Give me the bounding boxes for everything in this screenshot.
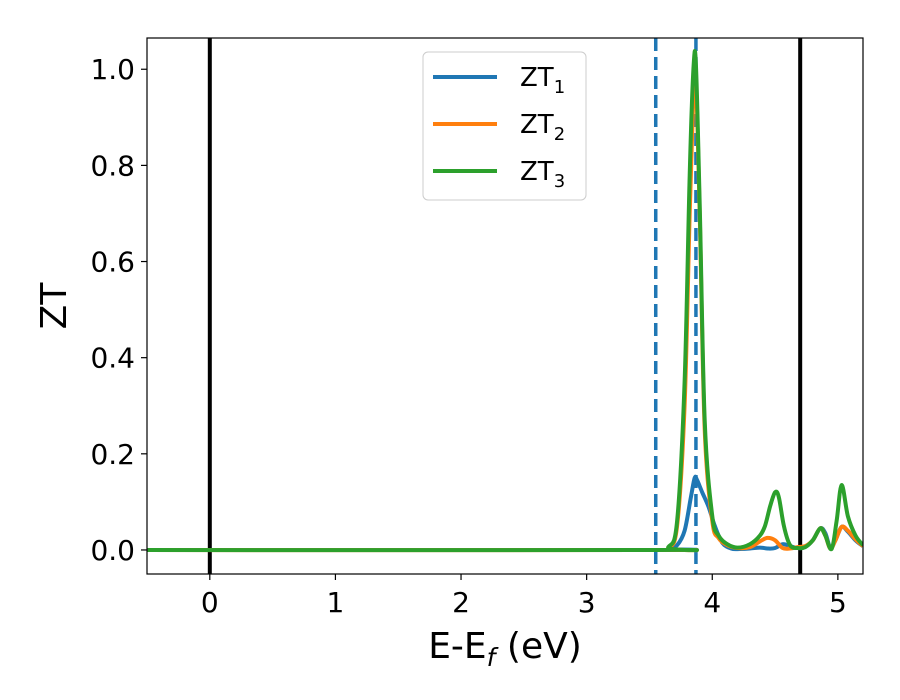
y-tick-label: 0.4 (90, 342, 135, 375)
x-tick-label: 4 (703, 586, 721, 619)
legend-label-3: ZT3 (520, 157, 565, 192)
y-tick-label: 0.8 (90, 149, 135, 182)
legend-label-1: ZT1 (520, 63, 565, 98)
legend-label-2: ZT2 (520, 110, 565, 145)
x-tick-label: 2 (452, 586, 470, 619)
x-axis: 0 1 2 3 4 5 (201, 574, 847, 619)
x-tick-label: 3 (578, 586, 596, 619)
y-tick-label: 0.2 (90, 438, 135, 471)
vertical-reference-lines (207, 38, 803, 574)
x-tick-label: 1 (327, 586, 345, 619)
x-axis-title-unit: (eV) (495, 626, 581, 667)
plot-frame (146, 37, 864, 575)
y-tick-label: 0.0 (90, 534, 135, 567)
x-tick-label: 0 (201, 586, 219, 619)
y-tick-label: 0.6 (90, 246, 135, 279)
x-tick-label: 5 (829, 586, 847, 619)
series-layer (147, 49, 863, 553)
legend-box (422, 51, 587, 201)
legend: ZT1 ZT2 ZT3 (422, 51, 587, 201)
series-line-ZT3 (147, 49, 863, 553)
x-axis-title-main: E-E (428, 626, 486, 667)
y-tick-label: 1.0 (90, 53, 135, 86)
y-axis-title: ZT (34, 282, 75, 330)
x-axis-title: E-Ef (eV) (428, 626, 582, 672)
y-axis: 0.0 0.2 0.4 0.6 0.8 1.0 (90, 53, 147, 567)
